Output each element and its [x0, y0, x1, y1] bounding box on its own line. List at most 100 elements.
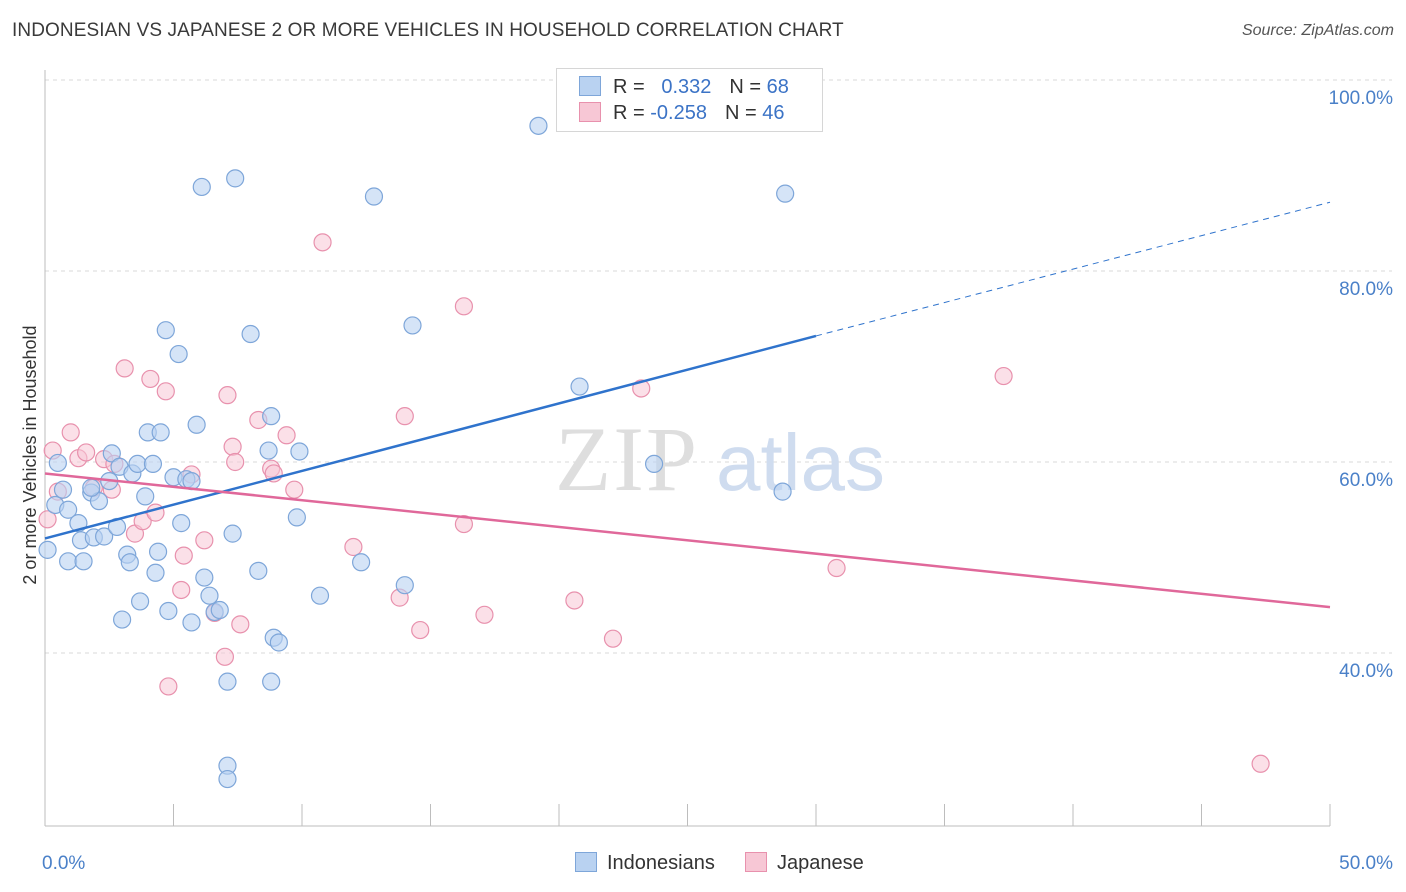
japanese-point [174, 546, 193, 565]
japanese-point [603, 629, 623, 648]
y-tick-label: 40.0% [1339, 661, 1393, 682]
japanese-point [827, 558, 846, 578]
indonesian-point [182, 613, 201, 632]
legend-r-label: R = [613, 76, 645, 98]
japanese-point [215, 647, 234, 666]
indonesian-point [218, 769, 237, 789]
indonesian-point [82, 478, 101, 497]
japanese-legend-swatch [745, 852, 767, 872]
grid-lines [45, 79, 1392, 654]
japanese-point [226, 452, 245, 472]
indonesian-point [364, 187, 384, 206]
japanese-point [195, 531, 214, 550]
japanese-point [344, 537, 363, 557]
y-tick-label: 60.0% [1339, 470, 1393, 491]
legend-n-value: 46 [762, 102, 785, 124]
indonesian-point [172, 514, 191, 533]
tick-labels: 100.0% 80.0% 60.0% 40.0% 0.0% 50.0% [42, 88, 1393, 874]
indonesian-point [269, 633, 288, 652]
indonesian-point [156, 321, 175, 340]
legend-r-value: 0.332 [661, 76, 712, 98]
legend-n-label: N = [729, 76, 762, 98]
indonesian-point [776, 184, 795, 203]
japanese-point [411, 620, 430, 640]
indonesian-point [226, 169, 245, 188]
indonesian-point [223, 524, 242, 543]
indonesian-point [287, 508, 306, 527]
indonesian-point [570, 377, 589, 396]
indonesian-point [241, 324, 260, 344]
japanese-point [395, 407, 414, 426]
chart-title: INDONESIAN VS JAPANESE 2 OR MORE VEHICLE… [12, 20, 844, 41]
legend-row-indonesians: R = 0.332 N = 68 [579, 76, 789, 100]
japanese-point [454, 514, 474, 534]
indonesians-legend-label: Indonesians [607, 852, 715, 874]
indonesian-point [59, 552, 78, 571]
indonesian-point [192, 177, 211, 197]
indonesian-point [529, 116, 548, 135]
indonesian-point [395, 576, 414, 595]
japanese-point [1251, 754, 1270, 773]
indonesian-point [310, 586, 330, 605]
indonesian-point [38, 540, 57, 559]
indonesian-point [290, 442, 309, 461]
indonesian-point [644, 454, 664, 474]
indonesian-point [249, 561, 268, 580]
indonesian-point [159, 601, 178, 621]
indonesian-point [59, 500, 78, 519]
japanese-point [218, 386, 237, 405]
y-tick-label: 100.0% [1329, 88, 1394, 109]
indonesian-point [151, 423, 170, 442]
y-tick-label: 80.0% [1339, 279, 1393, 300]
legend-n-value: 68 [766, 76, 789, 98]
indonesian-trend-line [44, 334, 817, 540]
indonesian-point [74, 552, 93, 571]
bottom-legend-japanese: Japanese [745, 852, 864, 875]
japanese-point [994, 366, 1013, 386]
indonesian-point [53, 480, 73, 499]
correlation-legend: R = 0.332 N = 68 R = -0.258 N = 46 [556, 68, 823, 132]
x-tick-label: 0.0% [42, 853, 85, 874]
indonesian-point [169, 344, 188, 364]
japanese-point [156, 382, 175, 401]
japanese-point [277, 426, 296, 445]
y-axis-label: 2 or more Vehicles in Household [20, 325, 40, 584]
indonesian-point [352, 553, 371, 572]
japanese-point [223, 437, 242, 456]
indonesian-point [112, 610, 132, 629]
bottom-legend-indonesians: Indonesians [575, 852, 715, 875]
japanese-point [141, 369, 160, 389]
japanese-point [77, 443, 96, 462]
chart-source: Source: ZipAtlas.com [1241, 22, 1394, 39]
indonesian-point [262, 407, 281, 426]
indonesian-point [262, 672, 281, 691]
indonesian-point [773, 482, 792, 501]
indonesian-point [136, 487, 155, 506]
indonesian-point [120, 553, 139, 572]
legend-r-value: -0.258 [650, 102, 707, 124]
indonesians-swatch [579, 76, 601, 96]
legend-n-label: N = [724, 102, 757, 124]
japanese-point [159, 677, 178, 696]
japanese-swatch [579, 102, 601, 122]
legend-r-label: R = [613, 102, 645, 124]
trend-lines [44, 201, 1331, 609]
indonesian-point [128, 454, 147, 474]
indonesian-point [143, 454, 163, 474]
indonesian-point [48, 453, 67, 473]
japanese-legend-label: Japanese [777, 852, 864, 874]
japanese-point [115, 359, 134, 378]
indonesian-point [130, 592, 150, 611]
watermark-zip: ZIP [555, 408, 699, 510]
watermark-atlas: atlas [716, 418, 885, 507]
legend-row-japanese: R = -0.258 N = 46 [579, 102, 784, 126]
indonesian-trend-extension [815, 201, 1331, 337]
japanese-point [475, 605, 494, 624]
japanese-point [454, 297, 474, 316]
japanese-point [231, 615, 250, 634]
japanese-point [285, 480, 304, 499]
japanese-point [38, 510, 57, 529]
indonesian-point [259, 441, 278, 460]
indonesian-point [102, 444, 121, 463]
japanese-point [313, 233, 332, 252]
